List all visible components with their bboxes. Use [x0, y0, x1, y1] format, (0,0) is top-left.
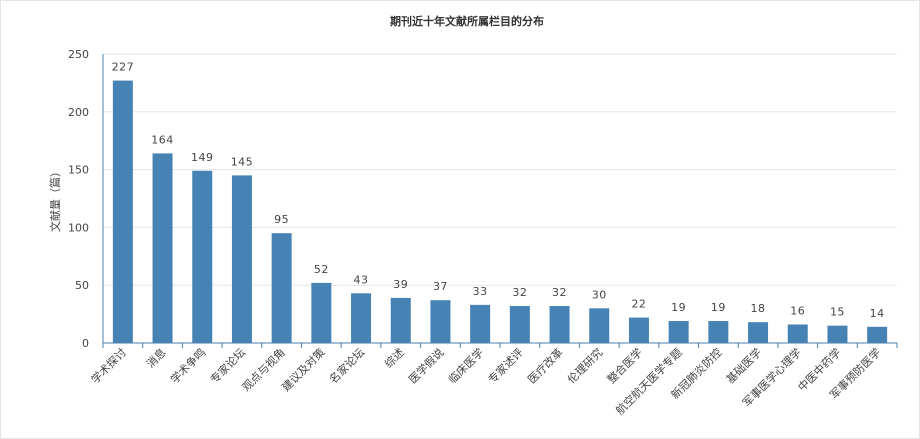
- x-tick-label: 综述: [381, 345, 406, 370]
- bar: [549, 306, 570, 343]
- data-label: 32: [552, 286, 567, 299]
- bars: [112, 80, 888, 343]
- data-label: 14: [870, 307, 885, 320]
- bar: [509, 306, 530, 343]
- bar: [628, 317, 649, 343]
- data-label: 19: [711, 301, 726, 314]
- x-tick-label: 临床医学: [445, 345, 486, 386]
- data-label: 32: [512, 286, 527, 299]
- data-label: 227: [112, 61, 135, 74]
- bar: [271, 233, 292, 343]
- data-label: 33: [473, 285, 488, 298]
- bar: [152, 153, 173, 343]
- x-tick-label: 基础医学: [723, 345, 764, 386]
- bar: [867, 326, 888, 343]
- axes: [102, 54, 898, 348]
- y-tick-label: 0: [82, 337, 89, 350]
- data-label: 19: [671, 301, 686, 314]
- y-tick-label: 250: [68, 48, 89, 61]
- bar: [311, 282, 332, 343]
- x-tick-label: 学术争鸣: [167, 345, 208, 386]
- bar: [787, 324, 808, 343]
- y-tick-label: 50: [75, 279, 89, 292]
- data-label: 16: [790, 305, 805, 318]
- x-tick-label: 航空航天医学专题: [613, 345, 685, 417]
- bar: [748, 322, 769, 343]
- data-labels: 227 164 149 145 95 52 43 39 37 33 32 32 30 22 19 19 18 16…: [112, 61, 885, 320]
- y-tick-label: 150: [68, 164, 89, 177]
- x-tick-label: 伦理研究: [564, 345, 605, 386]
- data-label: 43: [354, 273, 369, 286]
- data-label: 95: [274, 213, 289, 226]
- x-tick-label: 专家述评: [485, 345, 526, 386]
- y-axis-ticks: 0 50 100 150 200 250: [68, 48, 89, 350]
- chart-title: 期刊近十年文献所属栏目的分布: [390, 14, 544, 28]
- bar: [351, 293, 372, 343]
- data-label: 15: [830, 306, 845, 319]
- y-tick-label: 100: [68, 221, 89, 234]
- bar: [192, 170, 213, 343]
- data-label: 145: [231, 155, 254, 168]
- data-label: 164: [151, 133, 174, 146]
- x-tick-label: 消息: [143, 345, 168, 370]
- data-label: 22: [631, 298, 646, 311]
- data-label: 18: [751, 302, 766, 315]
- data-label: 149: [191, 151, 214, 164]
- bar: [112, 80, 133, 343]
- x-tick-label: 建议及对策: [279, 345, 328, 394]
- bar: [430, 300, 451, 343]
- x-tick-label: 整合医学: [604, 345, 645, 386]
- x-tick-label: 医学假说: [406, 345, 447, 386]
- bar: [589, 308, 610, 343]
- x-tick-label: 名家论坛: [326, 345, 367, 386]
- data-label: 30: [592, 288, 607, 301]
- gridlines: [103, 53, 897, 286]
- y-axis-label: 文献量（篇）: [48, 166, 62, 232]
- data-label: 39: [393, 278, 408, 291]
- data-label: 52: [314, 263, 329, 276]
- y-tick-label: 200: [68, 106, 89, 119]
- x-tick-label: 医疗改革: [525, 345, 566, 386]
- bar: [668, 321, 689, 343]
- bar: [708, 321, 729, 343]
- bar: [470, 304, 491, 343]
- bar: [390, 297, 411, 343]
- x-tick-label: 学术探讨: [88, 345, 129, 386]
- bar: [827, 325, 848, 343]
- bar: [231, 175, 252, 343]
- x-tick-label: 专家论坛: [207, 345, 248, 386]
- data-label: 37: [433, 280, 448, 293]
